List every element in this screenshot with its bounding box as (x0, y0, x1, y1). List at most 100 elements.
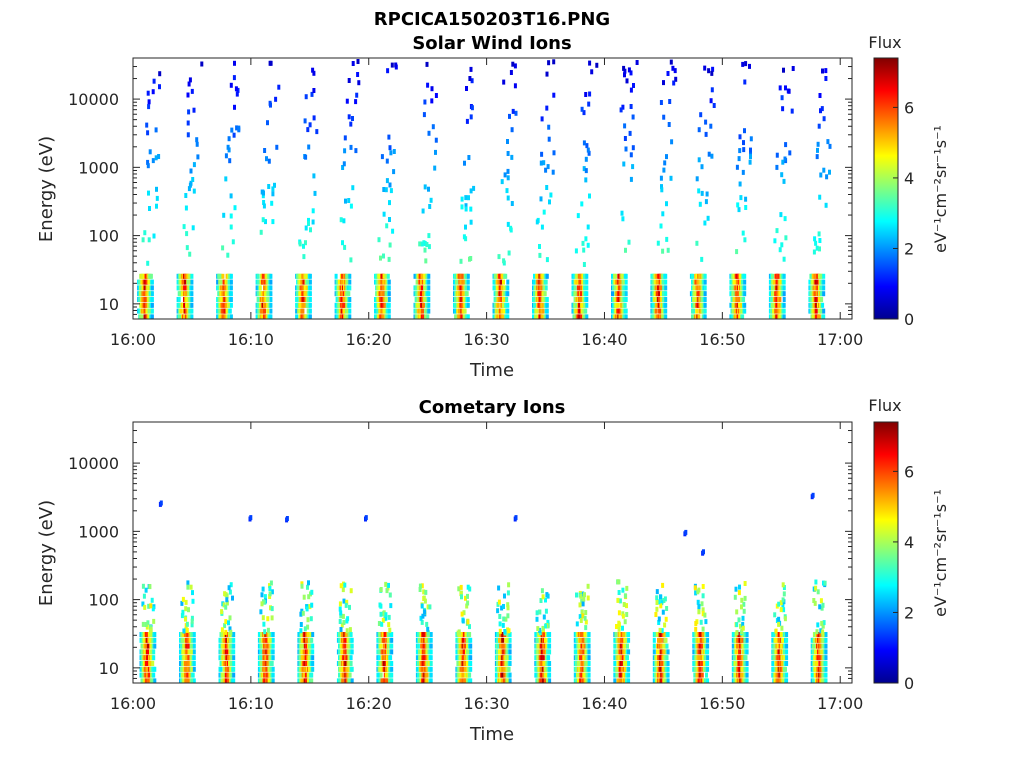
spectrogram-cell (584, 625, 588, 631)
spectrogram-cell (656, 240, 660, 246)
spectrogram-cell (778, 85, 782, 91)
spectrogram-cell (185, 627, 189, 633)
spectrogram-cell (466, 600, 470, 606)
spectrogram-cell (267, 158, 271, 164)
spectrogram-cell (154, 127, 158, 133)
spectrogram-cell (364, 515, 368, 521)
spectrogram-cell (269, 666, 273, 672)
spectrogram-cell (785, 678, 789, 684)
spectrogram-cell (389, 150, 393, 156)
spectrogram-cell (704, 637, 707, 643)
spectrogram-cell (466, 279, 470, 285)
spectrogram-cell (545, 297, 549, 302)
spectrogram-cell (158, 84, 161, 90)
y-tick-label: 100 (88, 227, 119, 246)
spectrogram-cell (308, 122, 312, 128)
spectrogram-cell (501, 622, 505, 628)
spectrogram-cell (498, 614, 502, 619)
spectrogram-cell (389, 655, 393, 661)
spectrogram-cell (347, 291, 351, 297)
spectrogram-cell (824, 632, 828, 637)
spectrogram-cell (422, 595, 426, 601)
spectrogram-cell (226, 144, 230, 150)
spectrogram-cell (427, 637, 431, 643)
spectrogram-cell (182, 224, 186, 230)
spectrogram-cell (507, 666, 511, 672)
spectrogram-cell (356, 72, 360, 77)
spectrogram-cell (631, 164, 635, 170)
spectrogram-cell (382, 187, 386, 192)
x-tick-label: 16:10 (228, 694, 274, 713)
spectrogram-cell (222, 666, 226, 672)
spectrogram-cell (775, 228, 779, 234)
spectrogram-cell (619, 107, 623, 113)
spectrogram-cell (584, 308, 588, 314)
spectrogram-cell (780, 95, 784, 101)
spectrogram-cell (814, 308, 818, 314)
spectrogram-cell (313, 190, 317, 196)
spectrogram-cell (310, 91, 314, 97)
spectrogram-cell (741, 621, 745, 627)
spectrogram-cell (420, 619, 424, 625)
spectrogram-cell (703, 65, 707, 71)
spectrogram-cell (268, 594, 272, 599)
spectrogram-cell (271, 219, 275, 225)
spectrogram-cell (544, 279, 548, 285)
spectrogram-cell (143, 285, 147, 291)
spectrogram-cell (662, 167, 666, 173)
spectrogram-cell (459, 285, 463, 291)
spectrogram-cell (695, 240, 699, 246)
spectrogram-cell (506, 655, 510, 661)
spectrogram-cell (418, 241, 422, 247)
spectrogram-cell (390, 661, 394, 666)
spectrogram-cell (462, 279, 466, 285)
spectrogram-cell (155, 195, 159, 201)
spectrogram-cell (616, 661, 620, 666)
spectrogram-cell (508, 643, 512, 649)
spectrogram-cell (418, 587, 422, 592)
spectrogram-cell (741, 615, 745, 621)
spectrogram-cell (659, 603, 663, 609)
spectrogram-cell (308, 279, 312, 285)
spectrogram-cell (460, 196, 464, 202)
spectrogram-cell (578, 614, 582, 620)
spectrogram-cell (186, 92, 190, 98)
spectrogram-cell (192, 188, 196, 194)
spectrogram-cell (229, 273, 233, 279)
spectrogram-cell (822, 167, 826, 173)
spectrogram-cell (671, 65, 675, 71)
spectrogram-cell (506, 279, 510, 285)
spectrogram-cell (533, 279, 536, 285)
spectrogram-cell (511, 61, 515, 67)
spectrogram-cell (741, 625, 745, 631)
spectrogram-cell (266, 120, 269, 126)
spectrogram-cell (157, 154, 161, 159)
spectrogram-cell (341, 240, 344, 246)
spectrogram-cell (232, 637, 236, 643)
spectrogram-cell (508, 655, 512, 661)
y-tick-label: 1000 (78, 522, 119, 541)
spectrogram-cell (195, 141, 199, 147)
spectrogram-cell (510, 127, 514, 133)
spectrogram-cell (584, 168, 588, 174)
spectrogram-cell (195, 137, 199, 143)
spectrogram-cell (227, 147, 231, 153)
spectrogram-cell (387, 582, 390, 588)
spectrogram-cell (587, 637, 591, 643)
spectrogram-cell (184, 279, 187, 285)
spectrogram-cell (269, 314, 273, 320)
spectrogram-cell (703, 314, 707, 320)
spectrogram-cell (232, 672, 236, 678)
spectrogram-cell (343, 308, 346, 314)
spectrogram-cell (545, 302, 549, 308)
spectrogram-cell (339, 217, 343, 223)
spectrogram-cell (342, 655, 346, 661)
spectrogram-cell (635, 60, 639, 65)
spectrogram-cell (506, 637, 510, 643)
spectrogram-cell (816, 589, 820, 595)
spectrogram-cell (700, 643, 704, 649)
spectrogram-cell (141, 583, 145, 589)
spectrogram-cell (824, 655, 828, 661)
spectrogram-cell (822, 285, 826, 291)
